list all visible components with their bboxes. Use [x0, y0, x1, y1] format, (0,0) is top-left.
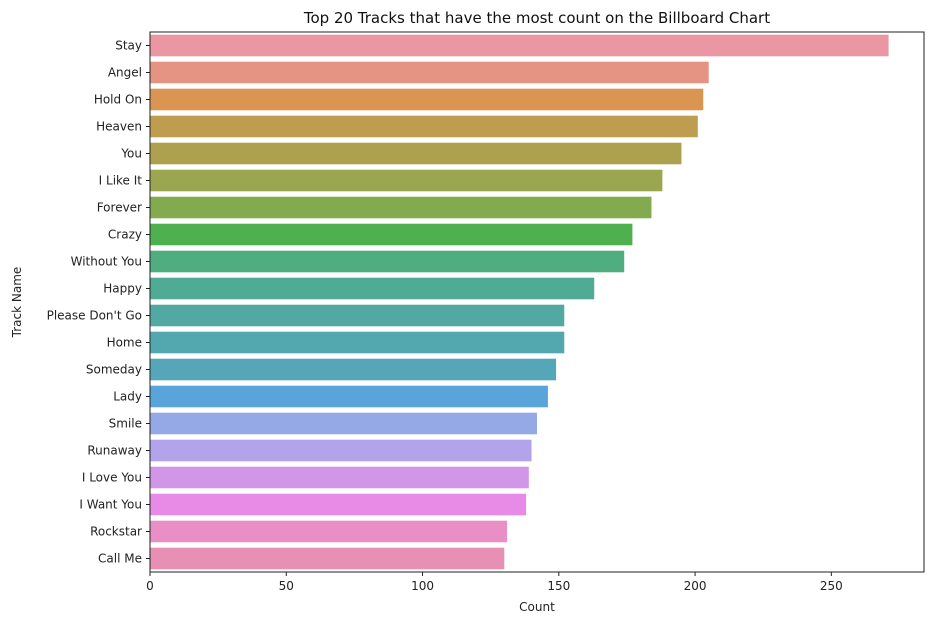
y-tick-label: Smile	[109, 417, 142, 431]
x-tick-label: 200	[684, 579, 707, 593]
x-tick-label: 50	[279, 579, 294, 593]
y-tick-label: Hold On	[94, 93, 142, 107]
bar	[150, 34, 889, 57]
bar	[150, 223, 633, 246]
bar	[150, 196, 652, 219]
bar	[150, 304, 565, 327]
y-tick-label: Call Me	[98, 552, 142, 566]
y-tick-label: I Love You	[82, 471, 142, 485]
y-tick-label: Someday	[86, 363, 142, 377]
bar	[150, 547, 505, 570]
bar	[150, 61, 709, 84]
x-tick-label: 250	[820, 579, 843, 593]
y-tick-label: Forever	[97, 201, 142, 215]
y-tick-label: I Like It	[99, 174, 143, 188]
y-tick-label: Crazy	[108, 228, 142, 242]
y-tick-label: Angel	[108, 66, 142, 80]
bar	[150, 115, 698, 138]
bar	[150, 493, 527, 516]
bar	[150, 142, 682, 165]
bar	[150, 331, 565, 354]
y-tick-label: Please Don't Go	[47, 309, 142, 323]
bar	[150, 358, 557, 381]
x-tick-label: 0	[146, 579, 154, 593]
x-tick-label: 150	[547, 579, 570, 593]
y-tick-label: You	[120, 147, 142, 161]
x-axis-ticks: 0 50 100 150 200 250	[146, 572, 843, 593]
chart-title: Top 20 Tracks that have the most count o…	[303, 9, 770, 27]
plot-frame	[149, 31, 925, 573]
bar	[150, 466, 529, 489]
bar	[150, 169, 663, 192]
bar	[150, 88, 704, 111]
bar	[150, 277, 595, 300]
bar	[150, 250, 625, 273]
bar	[150, 520, 508, 543]
y-tick-label: Lady	[113, 390, 142, 404]
bar	[150, 439, 532, 462]
y-tick-label: Stay	[115, 39, 142, 53]
y-tick-label: Heaven	[96, 120, 142, 134]
bar	[150, 412, 537, 435]
bars-group	[150, 34, 889, 570]
y-axis-ticks: Stay Angel Hold On Heaven You I Like It Foreve…	[47, 39, 150, 566]
y-tick-label: Rockstar	[90, 525, 142, 539]
y-tick-label: Without You	[71, 255, 142, 269]
y-tick-label: Home	[107, 336, 142, 350]
x-axis-label: Count	[519, 600, 555, 614]
y-tick-label: Happy	[103, 282, 142, 296]
x-tick-label: 100	[411, 579, 434, 593]
bar	[150, 385, 548, 408]
y-tick-label: I Want You	[79, 498, 142, 512]
y-tick-label: Runaway	[87, 444, 142, 458]
y-axis-label: Track Name	[10, 267, 24, 339]
